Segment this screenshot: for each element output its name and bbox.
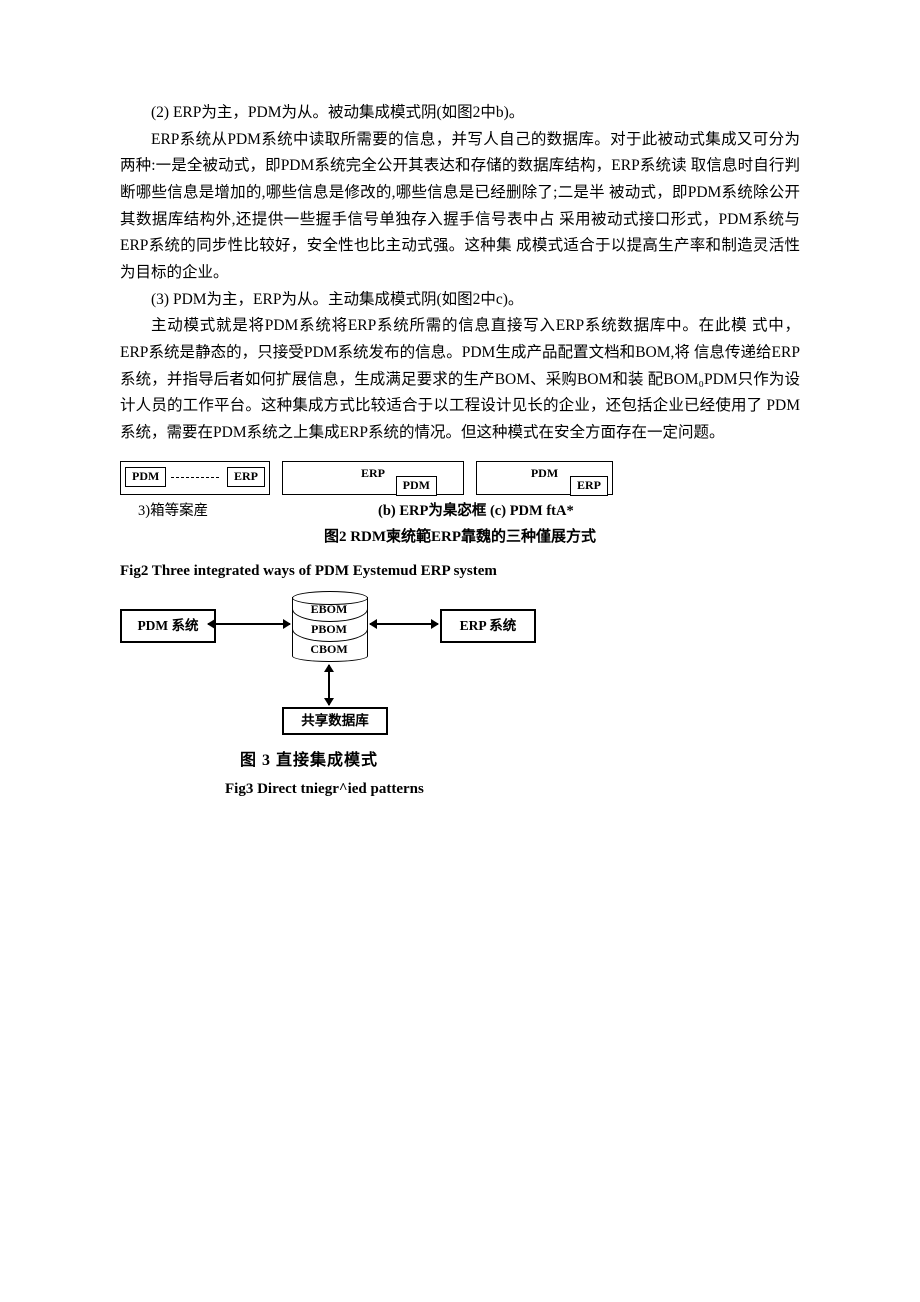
figure3-edge-down xyxy=(328,665,330,705)
figure2-b-pdm-box: PDM xyxy=(396,476,437,496)
figure2-a-connector xyxy=(171,477,219,478)
figure2-panel-b: ERP PDM xyxy=(282,461,464,495)
figure3-db-cylinder: EBOM PBOM CBOM xyxy=(292,591,366,661)
paragraph-item-3: (3) PDM为主，ERP为从。主动集成模式阴(如图2中c)。 xyxy=(120,287,800,314)
paragraph-body-3: 主动模式就是将PDM系统将ERP系统所需的信息直接写入ERP系统数据库中。在此模… xyxy=(120,313,800,446)
figure3-db-cbom: CBOM xyxy=(292,639,366,660)
figure2-panel-a: PDM ERP xyxy=(120,461,270,495)
figure2-c-erp-box: ERP xyxy=(570,476,608,496)
figure3-sharedb-box: 共享数据库 xyxy=(282,707,388,735)
figure3-db-pbom: PBOM xyxy=(292,619,366,640)
figure2-a-pdm-box: PDM xyxy=(125,467,166,487)
figure2-title-en: Fig2 Three integrated ways of PDM Eystem… xyxy=(120,559,800,585)
figure2-a-erp-box: ERP xyxy=(227,467,265,487)
figure2-caption-a: 3)箱等案産 xyxy=(120,499,288,524)
paragraph-item-2: (2) ERP为主，PDM为从。被动集成模式阴(如图2中b)。 xyxy=(120,100,800,127)
figure3-edge-left xyxy=(208,623,290,625)
figure3-diagram: PDM 系统 ERP 系统 EBOM PBOM CBOM 共享数据库 xyxy=(120,591,560,741)
paragraph-body-2: ERP系统从PDM系统中读取所需要的信息，并写人自己的数据库。对于此被动式集成又… xyxy=(120,127,800,287)
figure2-panel-c: PDM ERP xyxy=(476,461,613,495)
figure3-title-cn: 图 3 直接集成模式 xyxy=(120,747,800,775)
figure2-caption-bc: (b) ERP为臬宓框 (c) PDM ftA* xyxy=(288,499,800,524)
figure2-subcaptions: 3)箱等案産 (b) ERP为臬宓框 (c) PDM ftA* xyxy=(120,499,800,524)
figure3-edge-right xyxy=(370,623,438,625)
figure3-title-en: Fig3 Direct tniegr^ied patterns xyxy=(120,777,800,803)
document-page: (2) ERP为主，PDM为从。被动集成模式阴(如图2中b)。 ERP系统从PD… xyxy=(0,0,920,842)
figure3-pdm-box: PDM 系统 xyxy=(120,609,216,643)
figure3-erp-box: ERP 系统 xyxy=(440,609,536,643)
figure2-title-cn: 图2 RDM柬统範ERP靠魏的三种僅展方式 xyxy=(120,525,800,551)
figure2-row: PDM ERP ERP PDM PDM ERP xyxy=(120,461,800,495)
